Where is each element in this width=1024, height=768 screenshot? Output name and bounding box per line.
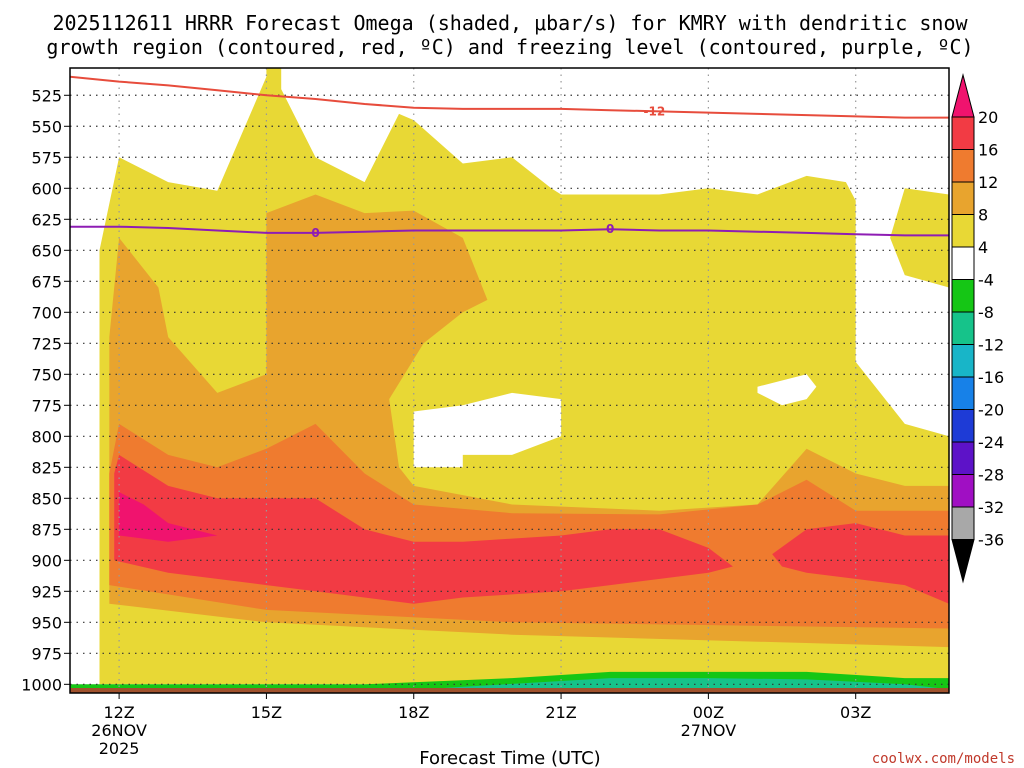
chart-title-line2: growth region (contoured, red, ºC) and f…: [46, 35, 973, 59]
colorbar-top-arrow: [951, 73, 975, 118]
y-tick-label-825: 825: [31, 458, 62, 477]
colorbar-label--28: -28: [978, 466, 1004, 485]
y-tick-label-725: 725: [31, 334, 62, 353]
colorbar-label--32: -32: [978, 498, 1004, 517]
y-tick-label-975: 975: [31, 644, 62, 663]
freezing-level-line: [70, 225, 949, 237]
y-tick-label-950: 950: [31, 613, 62, 632]
colorbar-label--16: -16: [978, 368, 1004, 387]
omega-region-13: [70, 688, 949, 693]
dendritic-growth-line: [69, 75, 949, 119]
colorbar-label-12: 12: [978, 173, 998, 192]
colorbar-swatch-6: [951, 279, 975, 313]
colorbar-swatch-12: [951, 474, 975, 508]
y-tick-label-1000: 1000: [21, 675, 62, 694]
colorbar-label-16: 16: [978, 141, 998, 160]
y-tick-label-700: 700: [31, 303, 62, 322]
colorbar-swatch-11: [951, 441, 975, 475]
colorbar-swatch-8: [951, 344, 975, 378]
contour-layer: -12 0 0: [69, 75, 949, 240]
colorbar-label--36: -36: [978, 531, 1004, 550]
y-tick-label-850: 850: [31, 489, 62, 508]
grid-layer: [70, 68, 949, 693]
x-tick-label-21Z: 21Z: [545, 703, 576, 722]
y-tick-label-550: 550: [31, 117, 62, 136]
chart-title-line1: 2025112611 HRRR Forecast Omega (shaded, …: [52, 11, 968, 35]
y-tick-label-575: 575: [31, 148, 62, 167]
colorbar-label--4: -4: [978, 271, 994, 290]
colorbar-label--8: -8: [978, 303, 994, 322]
y-tick-label-925: 925: [31, 582, 62, 601]
x-tick-date-00Z: 27NOV: [681, 721, 737, 740]
colorbar-swatch-4: [951, 214, 975, 248]
y-tick-label-600: 600: [31, 179, 62, 198]
colorbar-label-8: 8: [978, 206, 988, 225]
colorbar-swatch-9: [951, 376, 975, 410]
colorbar-label-4: 4: [978, 238, 988, 257]
x-axis-label: Forecast Time (UTC): [419, 748, 600, 768]
y-tick-label-800: 800: [31, 427, 62, 446]
omega-shading-layer: [70, 68, 950, 693]
omega-region-6: [119, 492, 218, 542]
freezing-level-line-label-1: 0: [606, 222, 614, 236]
x-tick-label-00Z: 00Z: [693, 703, 724, 722]
colorbar-swatch-13: [951, 506, 975, 540]
y-tick-label-675: 675: [31, 272, 62, 291]
omega-region-5: [772, 523, 949, 604]
colorbar-swatch-3: [951, 181, 975, 215]
x-tick-label-15Z: 15Z: [251, 703, 282, 722]
y-tick-label-625: 625: [31, 210, 62, 229]
credit-text: coolwx.com/models: [872, 751, 1015, 767]
colorbar: 20 16 12 8 4 -4 -8 -12 -16 -20 -24 -28 -32 -36: [951, 73, 1004, 584]
omega-region-8: [757, 374, 817, 406]
x-tick-label-03Z: 03Z: [840, 703, 871, 722]
x-tick-year-12Z: 2025: [99, 739, 140, 758]
colorbar-swatch-7: [951, 311, 975, 345]
colorbar-label-20: 20: [978, 108, 998, 127]
colorbar-label--12: -12: [978, 336, 1004, 355]
colorbar-swatch-5: [951, 246, 975, 280]
omega-region-4: [114, 454, 733, 604]
x-tick-date-12Z: 26NOV: [91, 721, 147, 740]
colorbar-label--24: -24: [978, 433, 1004, 452]
y-tick-label-775: 775: [31, 396, 62, 415]
y-tick-label-900: 900: [31, 551, 62, 570]
omega-region-7: [413, 392, 562, 468]
freezing-level-line-label-0: 0: [311, 226, 319, 240]
dendritic-growth-line-label-0: -12: [644, 104, 666, 118]
x-tick-label-18Z: 18Z: [398, 703, 429, 722]
x-tick-label-12Z: 12Z: [103, 703, 134, 722]
y-tick-label-650: 650: [31, 241, 62, 260]
y-tick-label-875: 875: [31, 520, 62, 539]
omega-region-1: [890, 188, 949, 288]
y-tick-label-525: 525: [31, 86, 62, 105]
colorbar-swatch-1: [951, 116, 975, 150]
colorbar-swatch-10: [951, 409, 975, 443]
colorbar-label--20: -20: [978, 401, 1004, 420]
colorbar-swatch-2: [951, 149, 975, 183]
plot-frame: [69, 67, 950, 694]
colorbar-bottom-arrow: [951, 539, 975, 584]
y-tick-label-750: 750: [31, 365, 62, 384]
y-axis: 525 550 575 600 625 650 675 700 725 750 775 800 825 8…: [21, 86, 70, 694]
